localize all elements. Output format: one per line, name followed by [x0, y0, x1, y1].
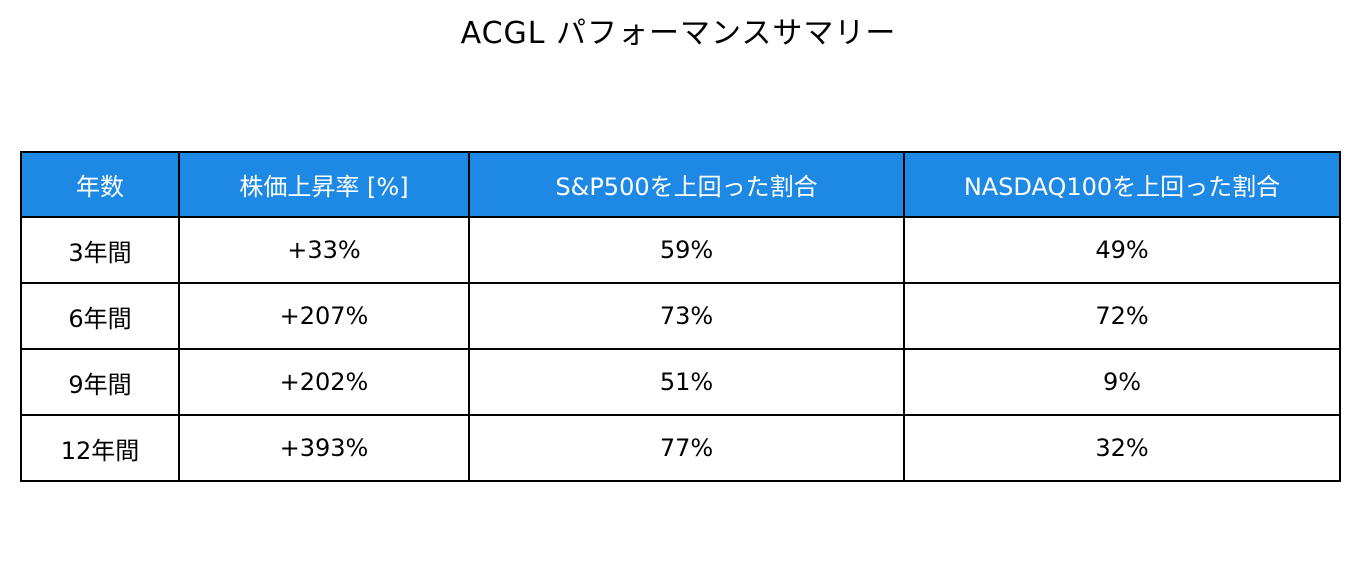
table-cell: +202% — [178, 348, 470, 416]
column-header-nasdaq100-beat-rate: NASDAQ100を上回った割合 — [903, 151, 1341, 218]
table-cell: 72% — [903, 282, 1341, 350]
table-cell: 12年間 — [20, 414, 180, 482]
table-row: 9年間 +202% 51% 9% — [20, 348, 1341, 416]
table-cell: 77% — [468, 414, 905, 482]
table-cell: +393% — [178, 414, 470, 482]
table-cell: 32% — [903, 414, 1341, 482]
table-row: 6年間 +207% 73% 72% — [20, 282, 1341, 350]
table-cell: 73% — [468, 282, 905, 350]
table-row: 12年間 +393% 77% 32% — [20, 414, 1341, 482]
table-cell: +33% — [178, 216, 470, 284]
table-cell: 9% — [903, 348, 1341, 416]
table-cell: 3年間 — [20, 216, 180, 284]
table-cell: 51% — [468, 348, 905, 416]
column-header-price-gain: 株価上昇率 [%] — [178, 151, 470, 218]
table-cell: 9年間 — [20, 348, 180, 416]
performance-summary-table: 年数 株価上昇率 [%] S&P500を上回った割合 NASDAQ100を上回っ… — [20, 151, 1341, 482]
table-header-row: 年数 株価上昇率 [%] S&P500を上回った割合 NASDAQ100を上回っ… — [20, 151, 1341, 218]
table-cell: +207% — [178, 282, 470, 350]
table-cell: 49% — [903, 216, 1341, 284]
column-header-years: 年数 — [20, 151, 180, 218]
table-cell: 59% — [468, 216, 905, 284]
column-header-sp500-beat-rate: S&P500を上回った割合 — [468, 151, 905, 218]
chart-title: ACGL パフォーマンスサマリー — [460, 16, 897, 51]
table-row: 3年間 +33% 59% 49% — [20, 216, 1341, 284]
table-cell: 6年間 — [20, 282, 180, 350]
